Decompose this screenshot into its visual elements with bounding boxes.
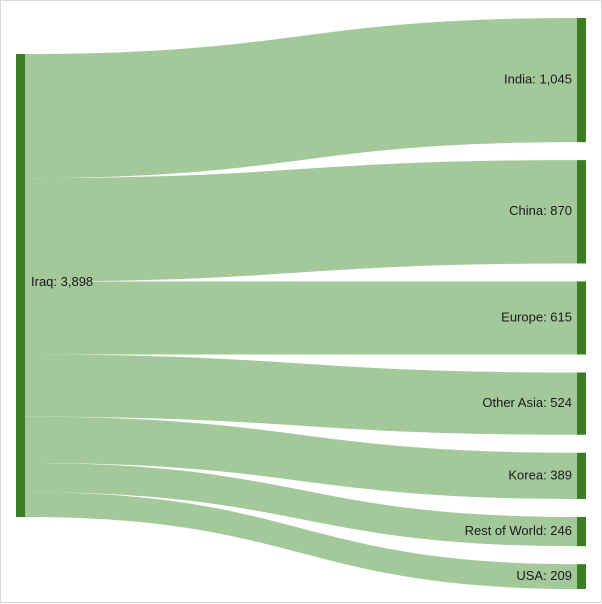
node-europe [577,281,586,355]
node-india [577,18,586,143]
label-india: India: 1,045 [504,71,572,86]
label-other-asia: Other Asia: 524 [482,395,572,410]
node-rest-of-world [577,516,586,547]
node-source [16,54,25,517]
link-korea [25,416,577,499]
link-china [25,160,577,282]
link-other-asia [25,354,577,435]
label-korea: Korea: 389 [508,467,572,482]
link-india [25,18,577,179]
links-group [25,18,577,589]
label-usa: USA: 209 [516,568,572,583]
link-europe [25,281,577,355]
node-korea [577,452,586,499]
label-europe: Europe: 615 [501,309,572,324]
nodes-group [16,18,586,589]
link-rest-of-world [25,462,577,547]
label-source: Iraq: 3,898 [31,274,93,289]
label-china: China: 870 [509,203,572,218]
label-rest-of-world: Rest of World: 246 [465,523,572,538]
labels-group: Iraq: 3,898 India: 1,045 China: 870 Europe:… [31,71,572,583]
node-usa [577,564,586,589]
node-other-asia [577,372,586,435]
node-china [577,160,586,264]
link-usa [25,492,577,589]
